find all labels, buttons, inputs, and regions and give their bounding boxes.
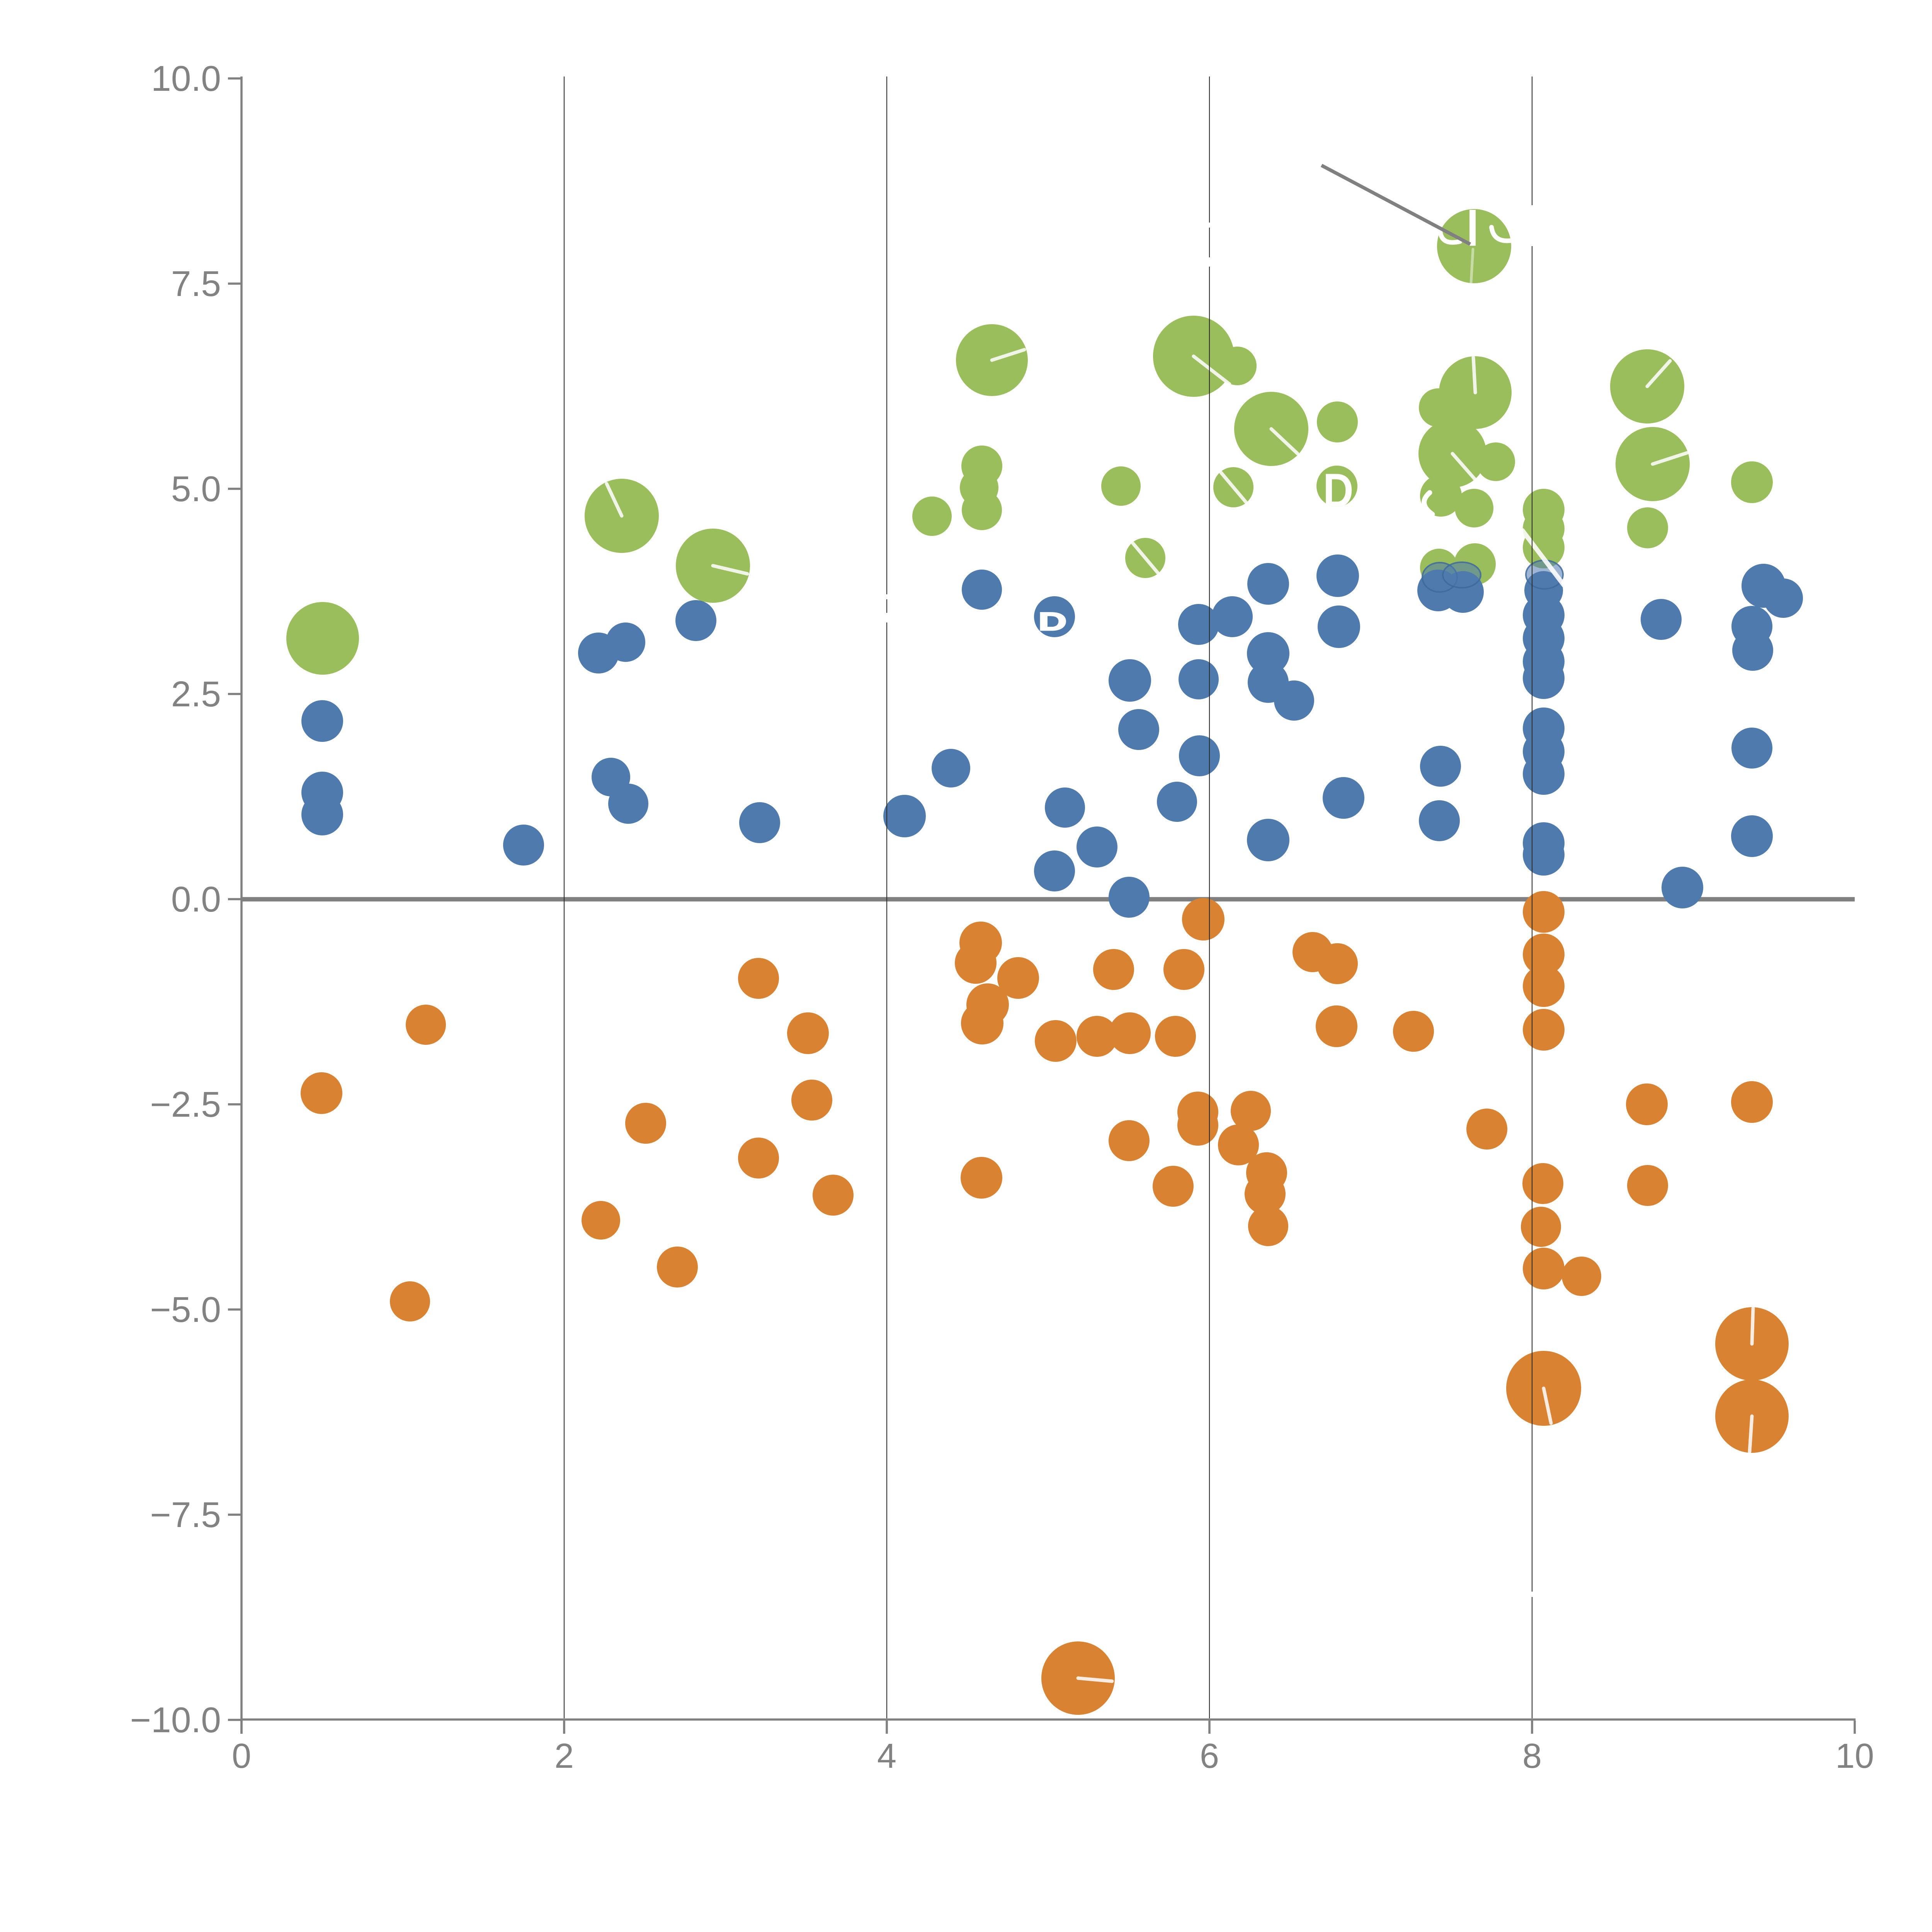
svg-text:5.0: 5.0 — [171, 469, 221, 509]
svg-text:0.0: 0.0 — [171, 879, 221, 919]
svg-text:0: 0 — [232, 1737, 251, 1776]
svg-text:6: 6 — [1200, 1737, 1219, 1776]
svg-text:−7.5: −7.5 — [150, 1495, 221, 1535]
svg-text:10.0: 10.0 — [151, 58, 221, 99]
svg-text:7.5: 7.5 — [171, 264, 221, 304]
svg-text:8: 8 — [1522, 1737, 1542, 1776]
svg-text:D: D — [1038, 607, 1067, 636]
svg-text:2.5: 2.5 — [171, 674, 221, 714]
svg-text:D: D — [1323, 463, 1354, 517]
svg-text:−2.5: −2.5 — [150, 1084, 221, 1124]
svg-text:4: 4 — [877, 1737, 896, 1776]
svg-text:−10.0: −10.0 — [130, 1700, 221, 1740]
svg-text:2: 2 — [554, 1737, 574, 1776]
svg-text:10: 10 — [1835, 1737, 1874, 1776]
svg-text:−5.0: −5.0 — [150, 1289, 221, 1330]
